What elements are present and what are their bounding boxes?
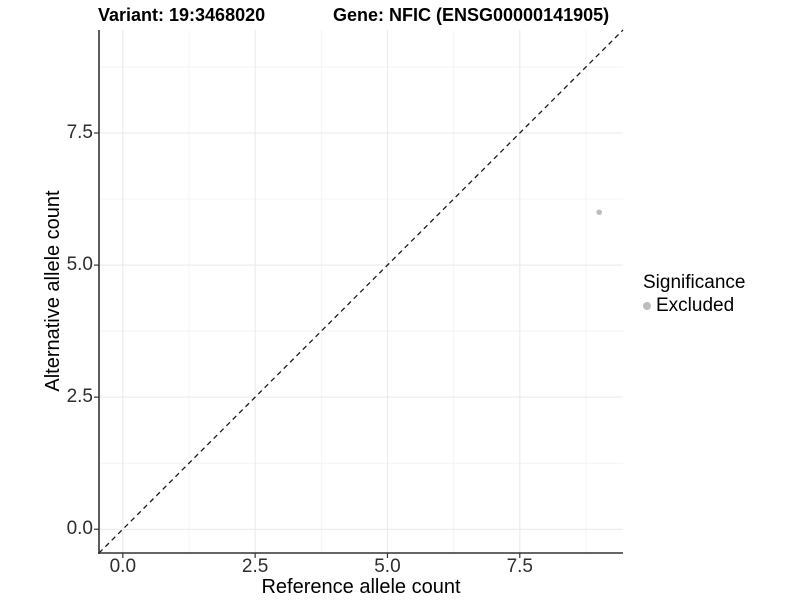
legend-title: Significance bbox=[643, 272, 746, 293]
y-tick-label: 2.5 bbox=[66, 386, 93, 408]
y-tick-label: 7.5 bbox=[66, 122, 93, 143]
plot-title-gene: Gene: NFIC (ENSG00000141905) bbox=[333, 5, 610, 25]
plot-title-variant: Variant: 19:3468020 bbox=[98, 5, 266, 25]
x-tick-label: 7.5 bbox=[506, 556, 533, 577]
x-axis-title: Reference allele count bbox=[261, 576, 461, 598]
x-tick-label: 0.0 bbox=[109, 556, 137, 577]
y-tick-label: 0.0 bbox=[66, 518, 93, 540]
data-point bbox=[596, 209, 602, 216]
legend-point-icon bbox=[643, 301, 651, 310]
y-axis-title-text: Alternative allele count bbox=[42, 190, 64, 392]
x-tick-label: 5.0 bbox=[374, 556, 401, 577]
y-tick-label: 5.0 bbox=[66, 254, 93, 276]
legend-item-excluded: Excluded bbox=[643, 294, 745, 317]
legend-item-label: Excluded bbox=[656, 295, 735, 316]
legend: Significance Excluded bbox=[643, 271, 745, 317]
x-tick-label: 2.5 bbox=[241, 556, 269, 577]
identity-line bbox=[98, 29, 624, 554]
